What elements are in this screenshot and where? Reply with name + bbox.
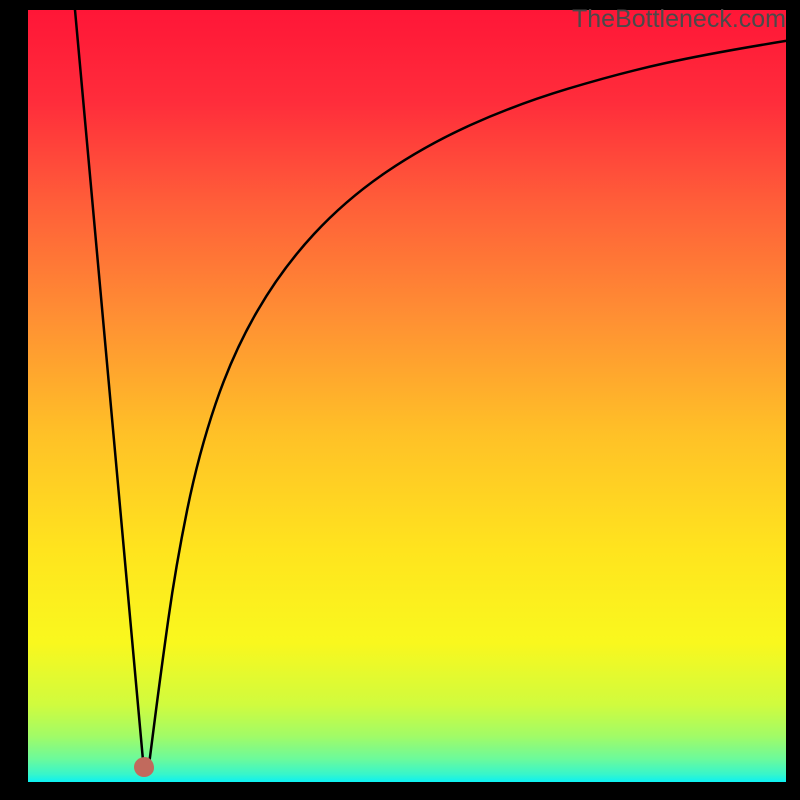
bottleneck-curve <box>28 10 786 782</box>
watermark-text: TheBottleneck.com <box>572 5 786 34</box>
chart-frame: TheBottleneck.com <box>0 0 800 800</box>
optimum-marker <box>134 757 154 777</box>
curve-path <box>75 10 786 767</box>
plot-area <box>28 10 786 782</box>
